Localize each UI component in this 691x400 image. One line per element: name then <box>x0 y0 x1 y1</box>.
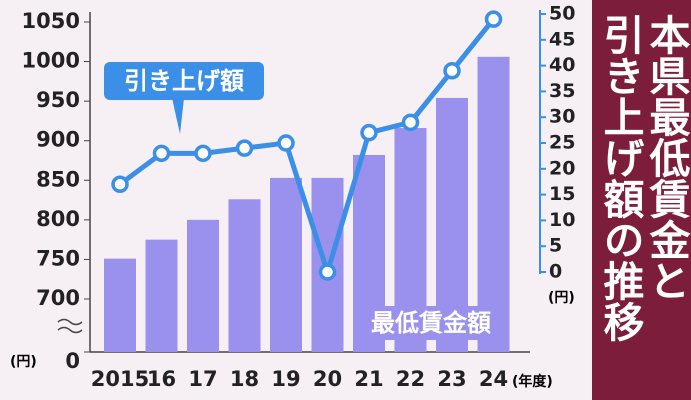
line <box>118 17 496 281</box>
x-tick-label: 24 <box>479 367 508 391</box>
y-tick-label: 750 <box>36 246 80 270</box>
line-marker <box>360 123 378 142</box>
x-tick-label: 22 <box>396 367 425 391</box>
line-marker <box>443 62 461 80</box>
y-tick-label: 700 <box>36 286 80 310</box>
y-tick-label: 950 <box>36 88 80 112</box>
x-tick-label: 19 <box>271 367 300 391</box>
callout-pointer <box>172 98 184 134</box>
y2-tick-label: 20 <box>549 157 575 179</box>
line-marker <box>318 263 337 281</box>
y2-tick-label: 30 <box>549 106 575 128</box>
y2-tick-label: 45 <box>549 28 575 50</box>
y2-tick-label: 0 <box>549 261 562 283</box>
bar <box>104 258 136 352</box>
x-unit: (年度) <box>512 373 553 390</box>
x-tick-label: 18 <box>230 367 259 391</box>
y2-tick-label: 35 <box>549 80 575 102</box>
y2-tick-label: 15 <box>549 183 575 205</box>
x-tick-label: 2015 <box>91 367 149 391</box>
line-marker <box>484 10 503 28</box>
line-marker <box>194 144 212 163</box>
series-label: 引き上げ額 <box>124 67 244 95</box>
y2-tick-label: 40 <box>549 54 575 76</box>
y-tick-label: 0 <box>65 349 80 373</box>
x-tick-label: 16 <box>147 367 176 391</box>
line-marker <box>235 139 254 157</box>
chart-title: 本県最低賃金と <box>642 14 690 301</box>
y-tick-label: 900 <box>36 128 80 152</box>
bar <box>187 219 219 352</box>
bar <box>228 199 261 352</box>
y-tick-label: 850 <box>36 167 80 191</box>
line-marker <box>401 113 420 132</box>
y2-tick-label: 10 <box>549 209 575 231</box>
line-marker <box>152 144 171 163</box>
axis-break <box>57 318 83 334</box>
x-tick-label: 20 <box>313 367 342 391</box>
bar <box>145 239 178 352</box>
chart-title: 引き上げ額の推移 <box>596 14 644 342</box>
line-marker <box>111 175 129 194</box>
y-tick-label: 1050 <box>22 9 80 33</box>
y2-unit: (円) <box>548 290 575 306</box>
y2-tick-label: 50 <box>549 3 575 25</box>
title-panel: 本県最低賃金と 引き上げ額の推移 <box>592 0 691 400</box>
y-tick-label: 1000 <box>22 49 80 73</box>
series-label-box <box>104 62 264 100</box>
y-unit: (円) <box>10 354 37 370</box>
bar <box>270 177 302 352</box>
x-tick-label: 17 <box>188 367 217 391</box>
bar <box>477 56 510 353</box>
y2-tick-label: 5 <box>549 235 562 257</box>
x-tick-label: 23 <box>437 367 466 391</box>
line-marker <box>277 134 295 152</box>
series-label-box <box>356 306 506 340</box>
x-tick-label: 21 <box>354 367 383 391</box>
chart: (円) (円) (年度) 070075080085090095010001050… <box>10 3 575 392</box>
y2-tick-label: 25 <box>549 132 575 154</box>
y-tick-label: 800 <box>36 207 80 231</box>
series-label: 最低賃金額 <box>371 309 491 337</box>
